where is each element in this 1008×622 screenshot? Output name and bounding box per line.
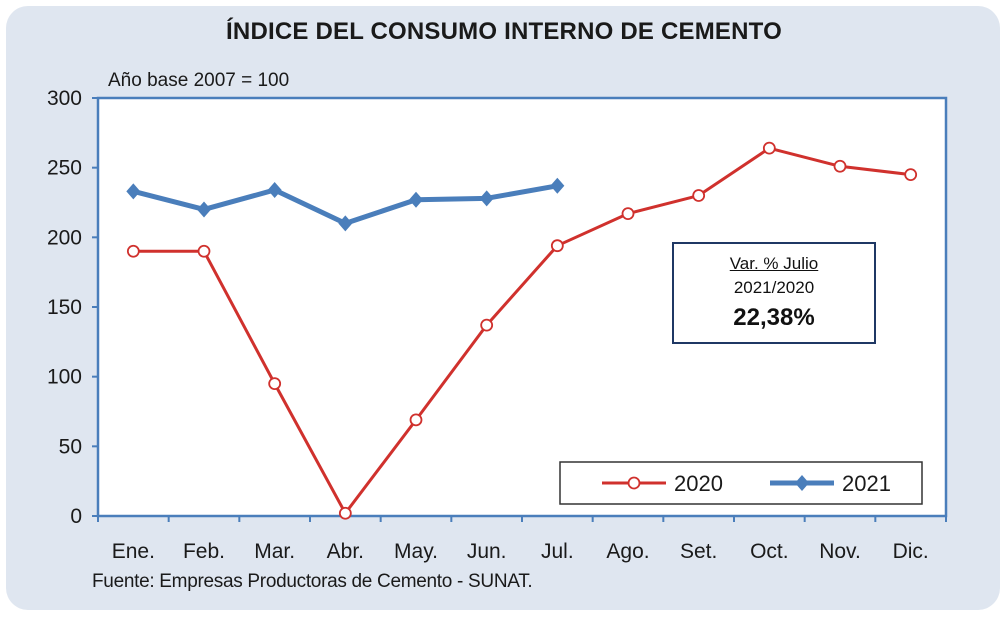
data-point-2021 xyxy=(479,190,494,207)
callout-label: Var. % Julio xyxy=(729,254,819,273)
data-point-2020 xyxy=(833,159,847,173)
callout-value: 22,38% xyxy=(733,304,815,331)
data-point-2021 xyxy=(409,191,423,208)
series-lines xyxy=(126,141,918,520)
x-tick-label: May. xyxy=(394,540,438,563)
x-tick-label: Feb. xyxy=(183,540,225,563)
base-year-note: Año base 2007 = 100 xyxy=(108,70,290,91)
data-point-2020 xyxy=(904,168,918,182)
y-tick-label: 150 xyxy=(47,296,82,319)
data-point-2021 xyxy=(126,183,141,200)
data-point-2021 xyxy=(197,201,211,218)
data-point-2020 xyxy=(338,506,352,520)
y-tick-label: 100 xyxy=(47,366,82,389)
data-point-2020 xyxy=(762,141,776,155)
x-tick-label: Dic. xyxy=(893,540,929,563)
data-point-2021 xyxy=(338,215,353,232)
source-note: Fuente: Empresas Productoras de Cemento … xyxy=(92,571,533,592)
x-tick-label: Ago. xyxy=(606,540,649,563)
x-tick-label: Oct. xyxy=(750,540,789,563)
chart-title: ÍNDICE DEL CONSUMO INTERNO DE CEMENTO xyxy=(226,18,782,45)
data-point-2020 xyxy=(409,413,423,427)
y-tick-label: 300 xyxy=(47,87,82,110)
x-tick-label: Mar. xyxy=(254,540,295,563)
legend: 2020 2021 xyxy=(559,461,923,505)
x-tick-label: Jul. xyxy=(541,540,574,563)
y-tick-label: 50 xyxy=(59,435,82,458)
data-point-2020 xyxy=(126,244,140,258)
data-point-2020 xyxy=(550,239,564,253)
x-tick-label: Set. xyxy=(680,540,717,563)
data-point-2021 xyxy=(550,177,565,194)
legend-marker-2020 xyxy=(627,476,641,490)
y-tick-label: 0 xyxy=(70,505,82,528)
data-point-2020 xyxy=(197,244,211,258)
data-point-2021 xyxy=(267,181,282,198)
legend-label-2020: 2020 xyxy=(674,471,723,496)
series-line-2020 xyxy=(133,146,911,515)
data-point-2020 xyxy=(621,207,635,221)
legend-marker-2021 xyxy=(795,475,809,491)
legend-label-2021: 2021 xyxy=(842,471,891,496)
callout-period: 2021/2020 xyxy=(733,278,815,297)
x-tick-label: Jun. xyxy=(467,540,507,563)
variation-callout: Var. % Julio 2021/2020 22,38% xyxy=(672,242,876,344)
x-axis: Ene. Feb. Mar. Abr. May. Jun. Jul. Ago. Set. Oct.… xyxy=(97,516,947,563)
data-point-2020 xyxy=(480,318,494,332)
x-tick-label: Nov. xyxy=(819,540,861,563)
x-tick-label: Abr. xyxy=(327,540,364,563)
data-point-2020 xyxy=(692,189,706,202)
data-point-2020 xyxy=(268,377,282,391)
x-tick-label: Ene. xyxy=(112,540,155,563)
y-axis: 0 50 100 150 200 250 300 xyxy=(47,87,98,528)
y-tick-label: 200 xyxy=(47,226,82,249)
y-tick-label: 250 xyxy=(47,157,82,180)
